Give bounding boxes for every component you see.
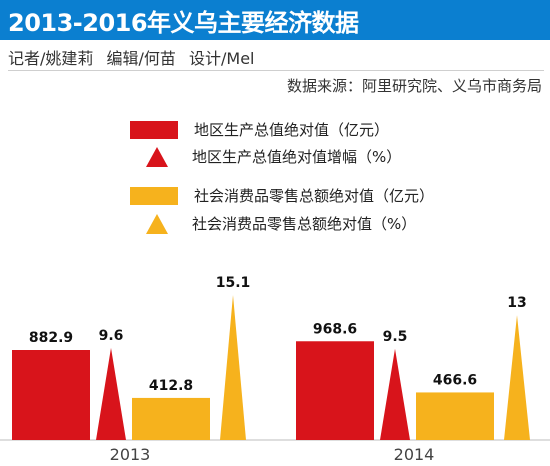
title-bar: 2013-2016年义乌主要经济数据: [0, 0, 550, 40]
data-label-0-2013: 882.9: [29, 330, 73, 346]
legend-swatch-retail-pct: [146, 213, 168, 234]
legend-label-gdp: 地区生产总值绝对值（亿元）: [194, 121, 390, 139]
x-tick-label-2014: 2014: [394, 445, 435, 464]
credit-designer: 设计/Mel: [189, 49, 255, 68]
triangle-3-2014: [504, 315, 530, 440]
legend-label-retail-pct: 社会消费品零售总额绝对值（%）: [192, 215, 417, 233]
bar-0-2014: [296, 341, 374, 440]
legend-swatch-retail: [130, 186, 178, 205]
legend-swatch-gdp: [130, 120, 178, 139]
page-title: 2013-2016年义乌主要经济数据: [8, 8, 359, 37]
legend-item-retail-pct: 社会消费品零售总额绝对值（%）: [130, 213, 416, 234]
legend-label-retail: 社会消费品零售总额绝对值（亿元）: [194, 187, 435, 205]
data-label-3-2014: 13: [507, 295, 526, 311]
data-source: 数据来源：阿里研究院、义乌市商务局: [286, 77, 542, 95]
triangle-3-2013: [220, 295, 246, 440]
data-label-2-2013: 412.8: [149, 378, 193, 394]
legend-label-gdp-growth: 地区生产总值绝对值增幅（%）: [192, 148, 402, 166]
data-label-2-2014: 466.6: [433, 372, 477, 388]
data-label-0-2014: 968.6: [313, 321, 357, 337]
triangle-1-2014: [380, 348, 410, 440]
credits: 记者/姚建莉 编辑/何苗 设计/Mel: [8, 45, 263, 69]
credit-reporter: 记者/姚建莉: [8, 49, 94, 68]
triangle-1-2013: [96, 347, 126, 440]
bar-2-2014: [416, 392, 494, 440]
legend-item-retail: 社会消费品零售总额绝对值（亿元）: [130, 185, 434, 206]
data-label-3-2013: 15.1: [216, 275, 251, 291]
data-label-1-2013: 9.6: [99, 328, 124, 344]
legend-item-gdp: 地区生产总值绝对值（亿元）: [130, 119, 389, 140]
bar-0-2013: [12, 350, 90, 440]
legend-swatch-gdp-growth: [146, 146, 168, 167]
x-tick-label-2013: 2013: [110, 445, 151, 464]
credit-editor: 编辑/何苗: [106, 49, 176, 68]
data-label-1-2014: 9.5: [383, 329, 408, 345]
bar-2-2013: [132, 397, 210, 440]
divider: [8, 70, 544, 71]
legend-item-gdp-growth: 地区生产总值绝对值增幅（%）: [130, 146, 401, 167]
